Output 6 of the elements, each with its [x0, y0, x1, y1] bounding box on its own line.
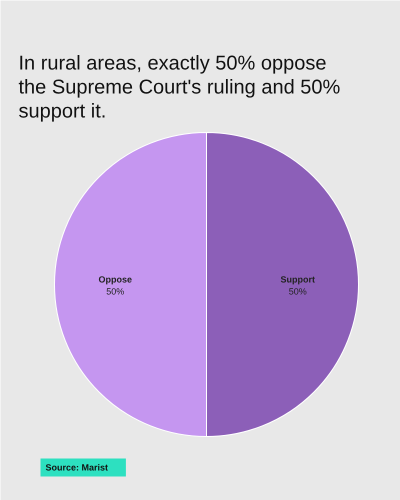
data-label: 50% — [106, 286, 124, 296]
data-label: 50% — [288, 286, 307, 296]
source-note: Source: Marist — [46, 462, 108, 472]
chart-title: In rural areas, exactly 50% oppose the Supreme Court's ruling and 50% support it. — [18, 52, 340, 122]
slice-label: Oppose — [98, 274, 132, 284]
slice-label: Support — [280, 274, 315, 284]
